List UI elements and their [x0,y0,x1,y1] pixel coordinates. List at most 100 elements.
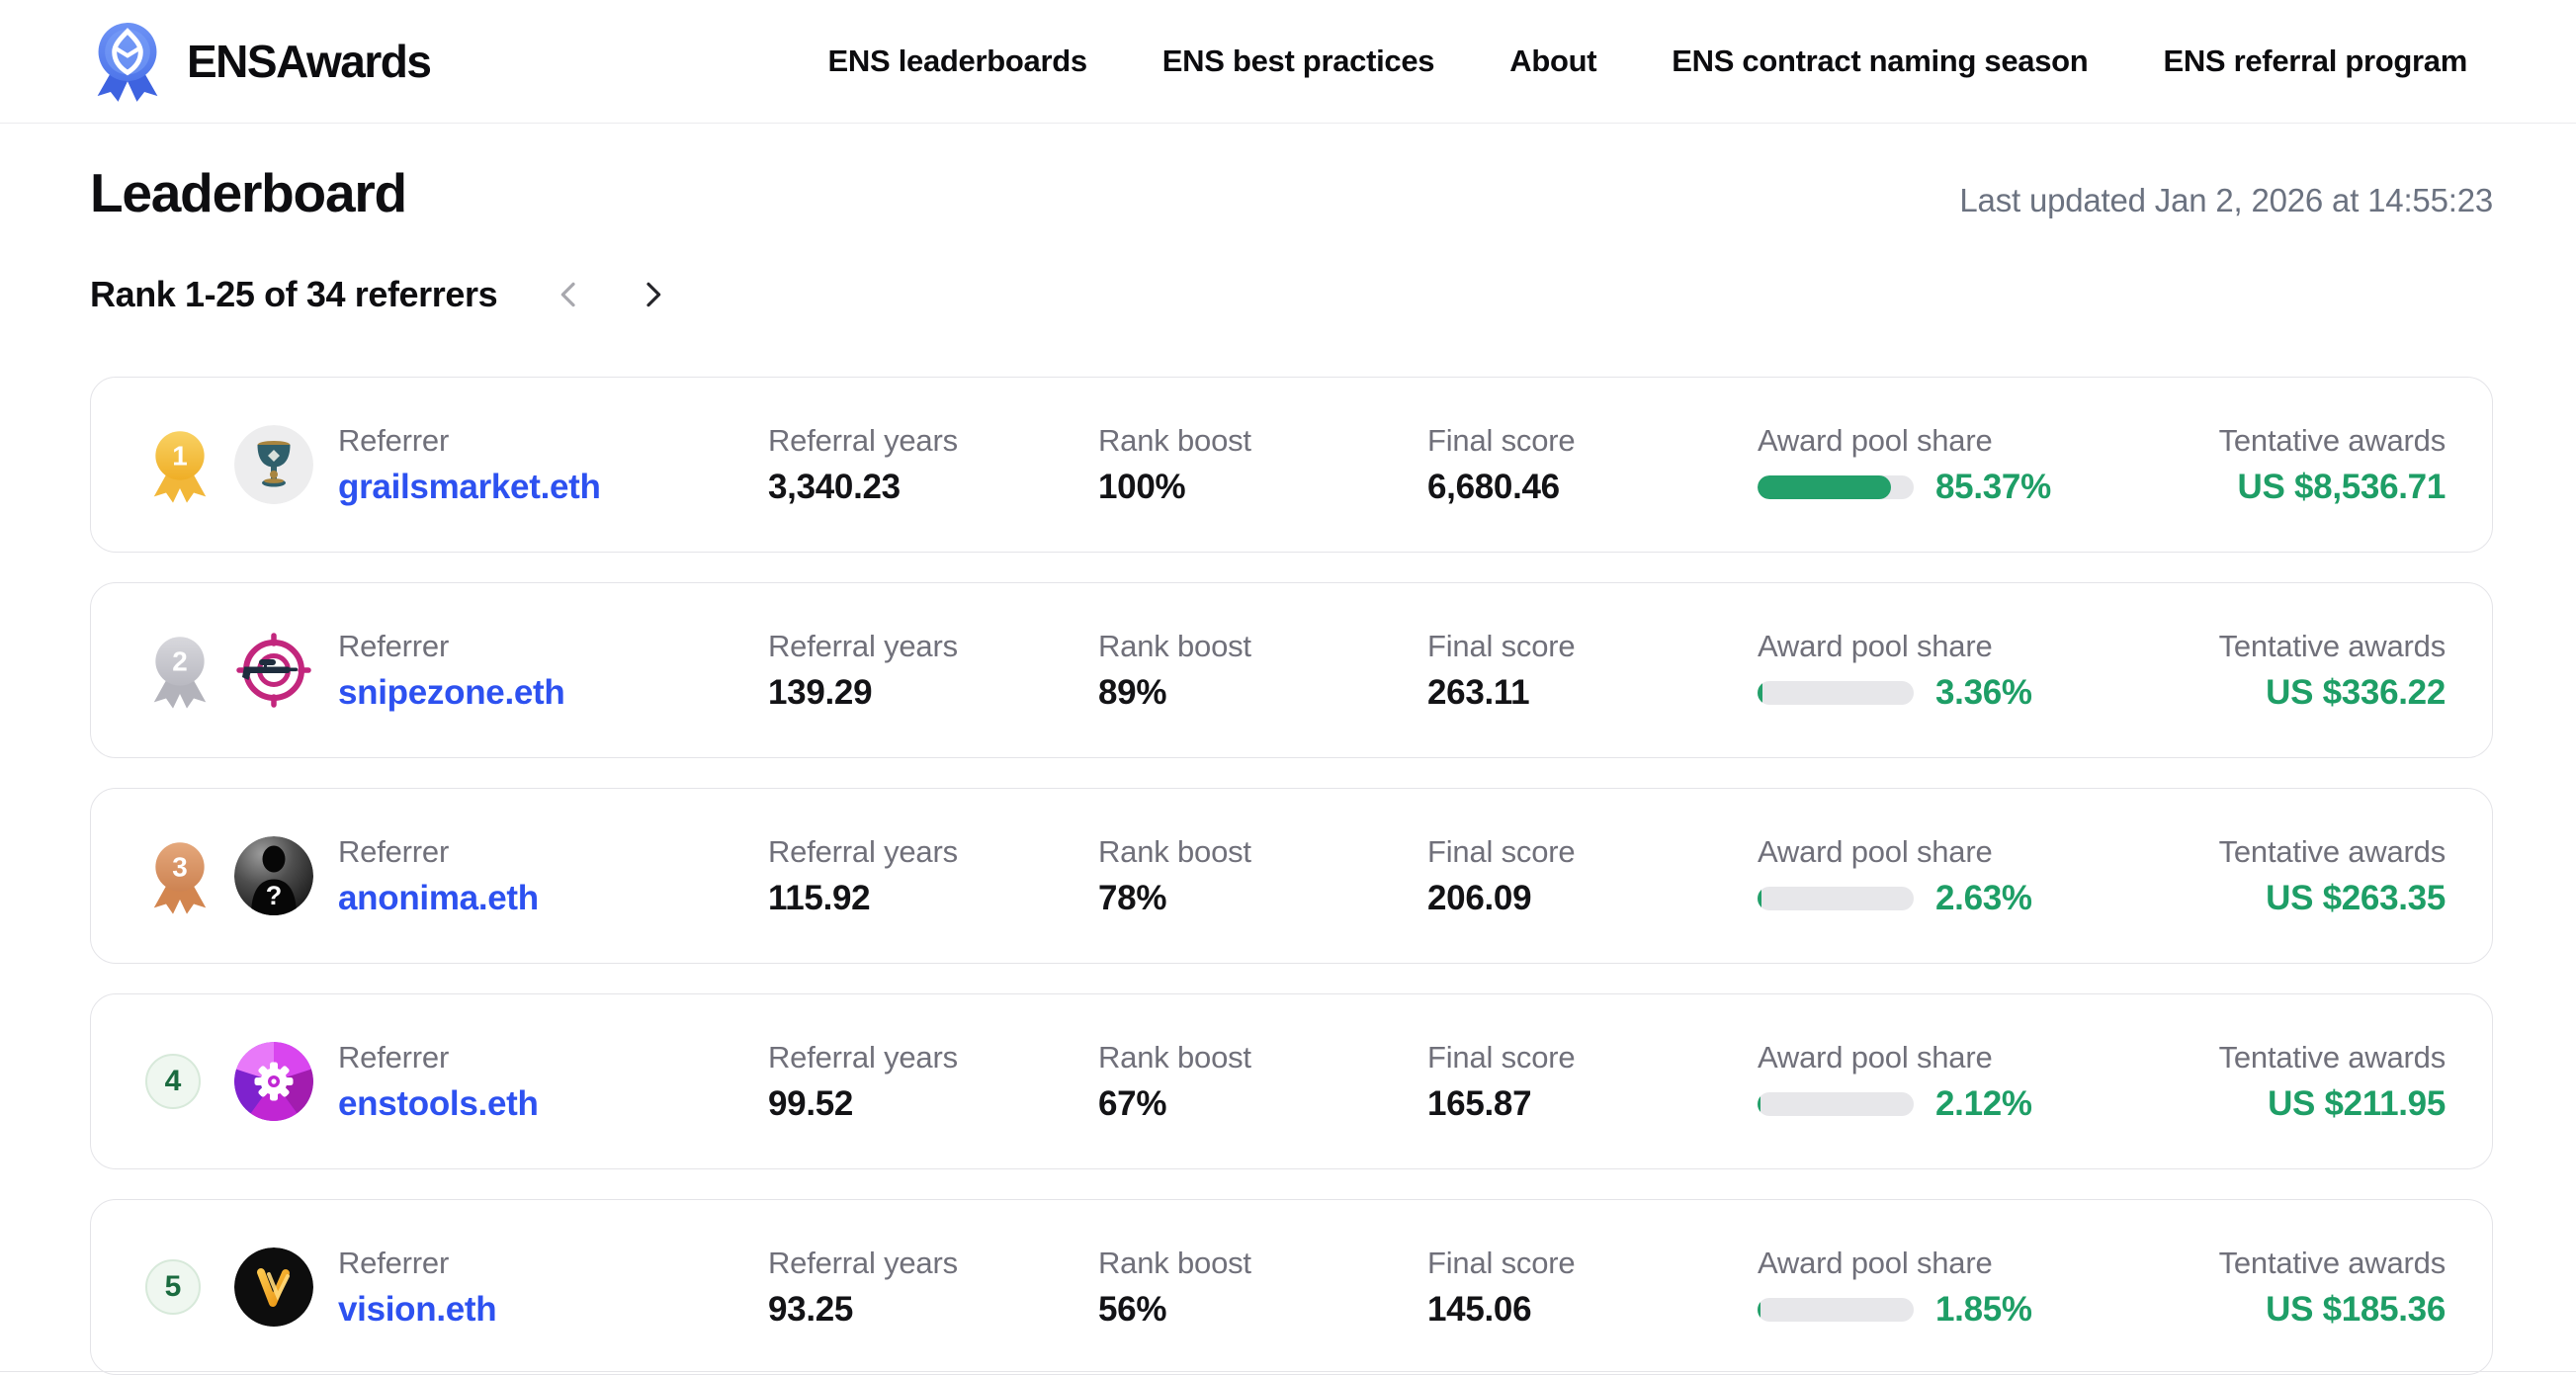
bronze-medal-icon: 3 [153,841,207,914]
purple-gear-avatar-icon [254,1062,294,1101]
rank-indicator: 1 [145,427,234,503]
referrer-link[interactable]: enstools.eth [338,1083,539,1123]
referrer-label: Referrer [338,1039,450,1075]
tentative-awards-value: US $185.36 [2266,1289,2446,1329]
award-pool-share-value: 2.12% [1935,1083,2032,1123]
vision-v-avatar-icon [234,1247,313,1327]
silver-medal-icon: 2 [153,636,207,709]
rank-boost-label: Rank boost [1098,628,1251,663]
rank-boost-value: 100% [1098,467,1186,506]
rank-badge: 5 [145,1259,201,1315]
final-score-value: 145.06 [1427,1289,1532,1329]
main-content: Leaderboard Last updated Jan 2, 2026 at … [0,161,2576,1375]
main-nav: ENS leaderboards ENS best practices About E… [827,43,2468,79]
referral-years-label: Referral years [768,422,958,458]
final-score-label: Final score [1427,1039,1576,1075]
referral-years-label: Referral years [768,1245,958,1280]
referrer-link[interactable]: anonima.eth [338,878,539,917]
share-progress-bar [1758,1297,1914,1322]
prev-page-button[interactable] [539,264,600,325]
last-updated-text: Last updated Jan 2, 2026 at 14:55:23 [1959,182,2493,218]
award-pool-share-value: 85.37% [1935,467,2051,506]
share-bar-fill [1758,886,1762,910]
referrer-avatar [234,1247,313,1327]
brand-logo[interactable]: ENSAwards [90,21,432,102]
referrer-avatar [234,425,313,504]
final-score-label: Final score [1427,833,1576,869]
final-score-label: Final score [1427,628,1576,663]
award-pool-share-label: Award pool share [1758,628,1993,663]
gold-medal-icon: 1 [153,430,207,503]
rank-badge: 4 [145,1054,201,1109]
nav-item-ens-referral-program[interactable]: ENS referral program [2163,43,2467,78]
award-pool-share-value: 2.63% [1935,878,2032,917]
final-score-label: Final score [1427,422,1576,458]
referrer-link[interactable]: grailsmarket.eth [338,467,601,506]
rank-boost-label: Rank boost [1098,833,1251,869]
share-progress-bar [1758,1091,1914,1116]
referral-years-label: Referral years [768,628,958,663]
nav-item-ens-leaderboards[interactable]: ENS leaderboards [827,43,1088,78]
share-progress-bar [1758,886,1914,910]
referrer-label: Referrer [338,628,450,663]
referrer-link[interactable]: vision.eth [338,1289,497,1329]
final-score-value: 165.87 [1427,1083,1532,1123]
leaderboard-row: 5 Referrer vision.eth Referral years 93.… [90,1199,2493,1375]
award-pool-share-label: Award pool share [1758,1039,1993,1075]
leaderboard-row: 3 ? Referrer anonima.eth Referral years … [90,788,2493,964]
final-score-label: Final score [1427,1245,1576,1280]
referral-years-value: 93.25 [768,1289,854,1329]
tentative-awards-label: Tentative awards [2218,628,2447,663]
nav-item-ens-best-practices[interactable]: ENS best practices [1161,43,1435,78]
final-score-value: 263.11 [1427,672,1530,712]
final-score-value: 6,680.46 [1427,467,1560,506]
leaderboard-list: 1 Referrer grailsmarket.eth Referral yea… [90,377,2493,1375]
nav-item-about[interactable]: About [1509,43,1597,78]
award-pool-share-label: Award pool share [1758,1245,1993,1280]
referral-years-value: 3,340.23 [768,467,901,506]
rank-boost-value: 67% [1098,1083,1167,1123]
pagination: Rank 1-25 of 34 referrers [90,264,2493,325]
tentative-awards-label: Tentative awards [2218,1245,2447,1280]
leaderboard-row: 4 Referrer enstools.eth [90,993,2493,1169]
award-pool-share-label: Award pool share [1758,833,1993,869]
rank-indicator: 2 [145,633,234,709]
brand-name: ENSAwards [187,36,432,87]
grail-chalice-avatar-icon [234,425,313,504]
tentative-awards-value: US $8,536.71 [2237,467,2447,506]
next-page-button[interactable] [622,264,683,325]
referrer-label: Referrer [338,422,450,458]
tentative-awards-label: Tentative awards [2218,422,2447,458]
award-pool-share-value: 1.85% [1935,1289,2032,1329]
tentative-awards-label: Tentative awards [2218,1039,2447,1075]
referral-years-value: 115.92 [768,878,871,917]
tentative-awards-value: US $336.22 [2266,672,2446,712]
award-pool-share-label: Award pool share [1758,422,1993,458]
award-pool-share-value: 3.36% [1935,672,2032,712]
referrer-link[interactable]: snipezone.eth [338,672,565,712]
share-bar-fill [1758,474,1891,499]
anonymous-avatar-icon: ? [234,836,313,915]
referrer-label: Referrer [338,833,450,869]
rank-boost-value: 78% [1098,878,1167,917]
chevron-right-icon [646,282,661,307]
final-score-value: 206.09 [1427,878,1532,917]
chevron-left-icon [560,282,575,307]
referrer-avatar [234,1042,313,1121]
svg-text:2: 2 [172,645,187,676]
rank-boost-value: 89% [1098,672,1167,712]
share-progress-bar [1758,474,1914,499]
rank-indicator: 4 [145,1054,234,1109]
referral-years-label: Referral years [768,1039,958,1075]
page-title: Leaderboard [90,162,407,223]
bottom-divider [0,1371,2576,1372]
svg-text:?: ? [266,881,283,910]
svg-text:1: 1 [172,440,187,471]
leaderboard-row: 1 Referrer grailsmarket.eth Referral yea… [90,377,2493,553]
referrer-avatar: ? [234,836,313,915]
share-bar-fill [1758,1091,1761,1116]
share-progress-bar [1758,680,1914,705]
referrer-label: Referrer [338,1245,450,1280]
leaderboard-row: 2 Referrer snipezone.eth Referral years [90,582,2493,758]
nav-item-ens-contract-naming-season[interactable]: ENS contract naming season [1672,43,2089,78]
